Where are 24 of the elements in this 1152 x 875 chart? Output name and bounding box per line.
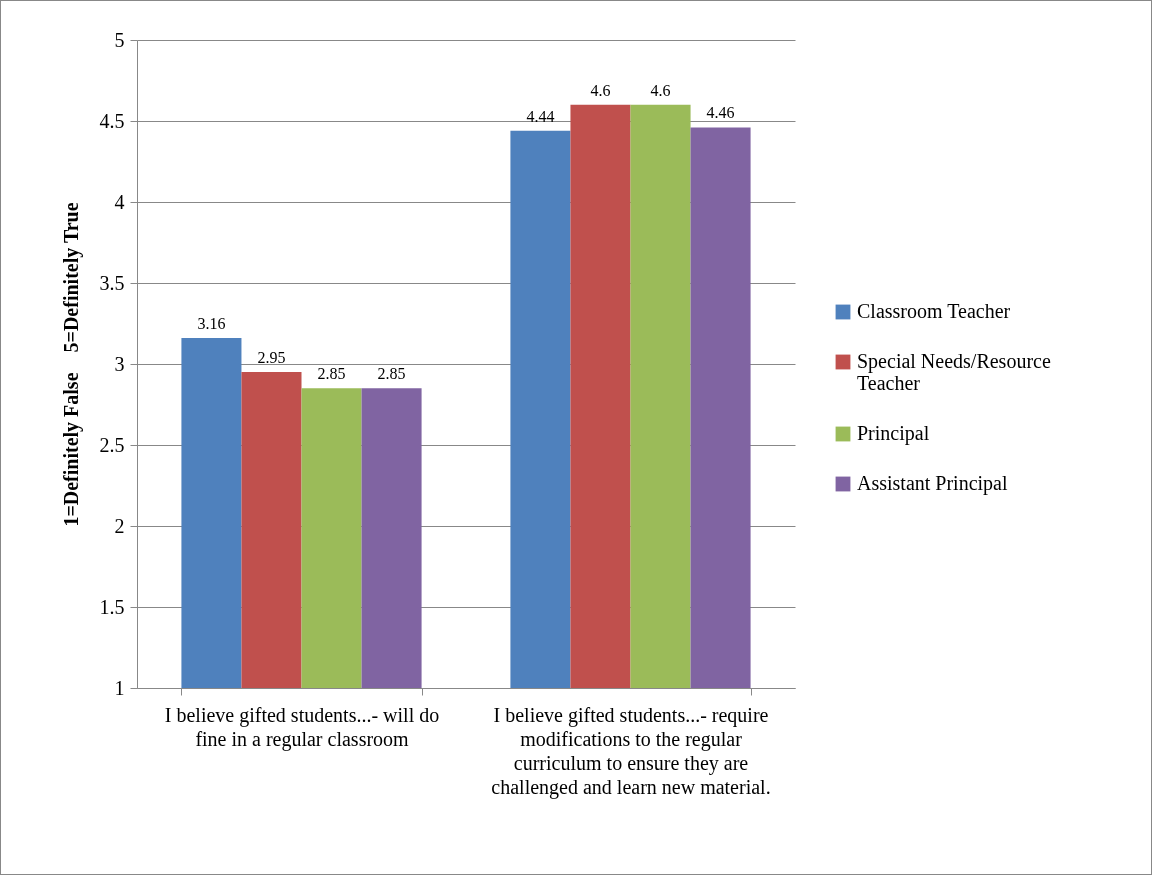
- y-tick-label: 3: [114, 352, 125, 375]
- y-axis-title: 1=Definitely False 5=Definitely True: [59, 202, 83, 527]
- data-label: 4.6: [590, 81, 611, 99]
- y-tick-label: 4: [114, 190, 125, 213]
- legend-label: Classroom Teacher: [857, 300, 1011, 322]
- y-tick-label: 2.5: [99, 433, 125, 456]
- data-label: 3.16: [197, 315, 226, 333]
- y-tick-label: 3.5: [99, 271, 125, 294]
- y-tick-label: 1.5: [99, 595, 125, 618]
- data-label: 4.44: [526, 107, 555, 125]
- y-tick-label: 4.5: [99, 109, 125, 132]
- data-label: 2.85: [377, 365, 406, 383]
- data-label: 4.6: [650, 81, 671, 99]
- legend-label: Principal: [857, 422, 930, 445]
- y-tick-label: 2: [114, 514, 125, 537]
- y-tick-label: 1: [114, 676, 125, 699]
- legend-label: Special Needs/Resource Teacher: [857, 350, 1051, 394]
- legend-label: Assistant Principal: [857, 472, 1008, 495]
- data-label: 2.95: [257, 349, 286, 367]
- x-tick-label: I believe gifted students...- require modifications to the regular curriculum to ensure they are challenged and learn new material.: [491, 703, 771, 799]
- y-tick-label: 5: [114, 28, 125, 51]
- data-label: 4.46: [706, 104, 735, 122]
- data-label: 2.85: [317, 365, 346, 383]
- x-tick-label: I believe gifted students...- will do fine in a regular classroom: [164, 703, 440, 751]
